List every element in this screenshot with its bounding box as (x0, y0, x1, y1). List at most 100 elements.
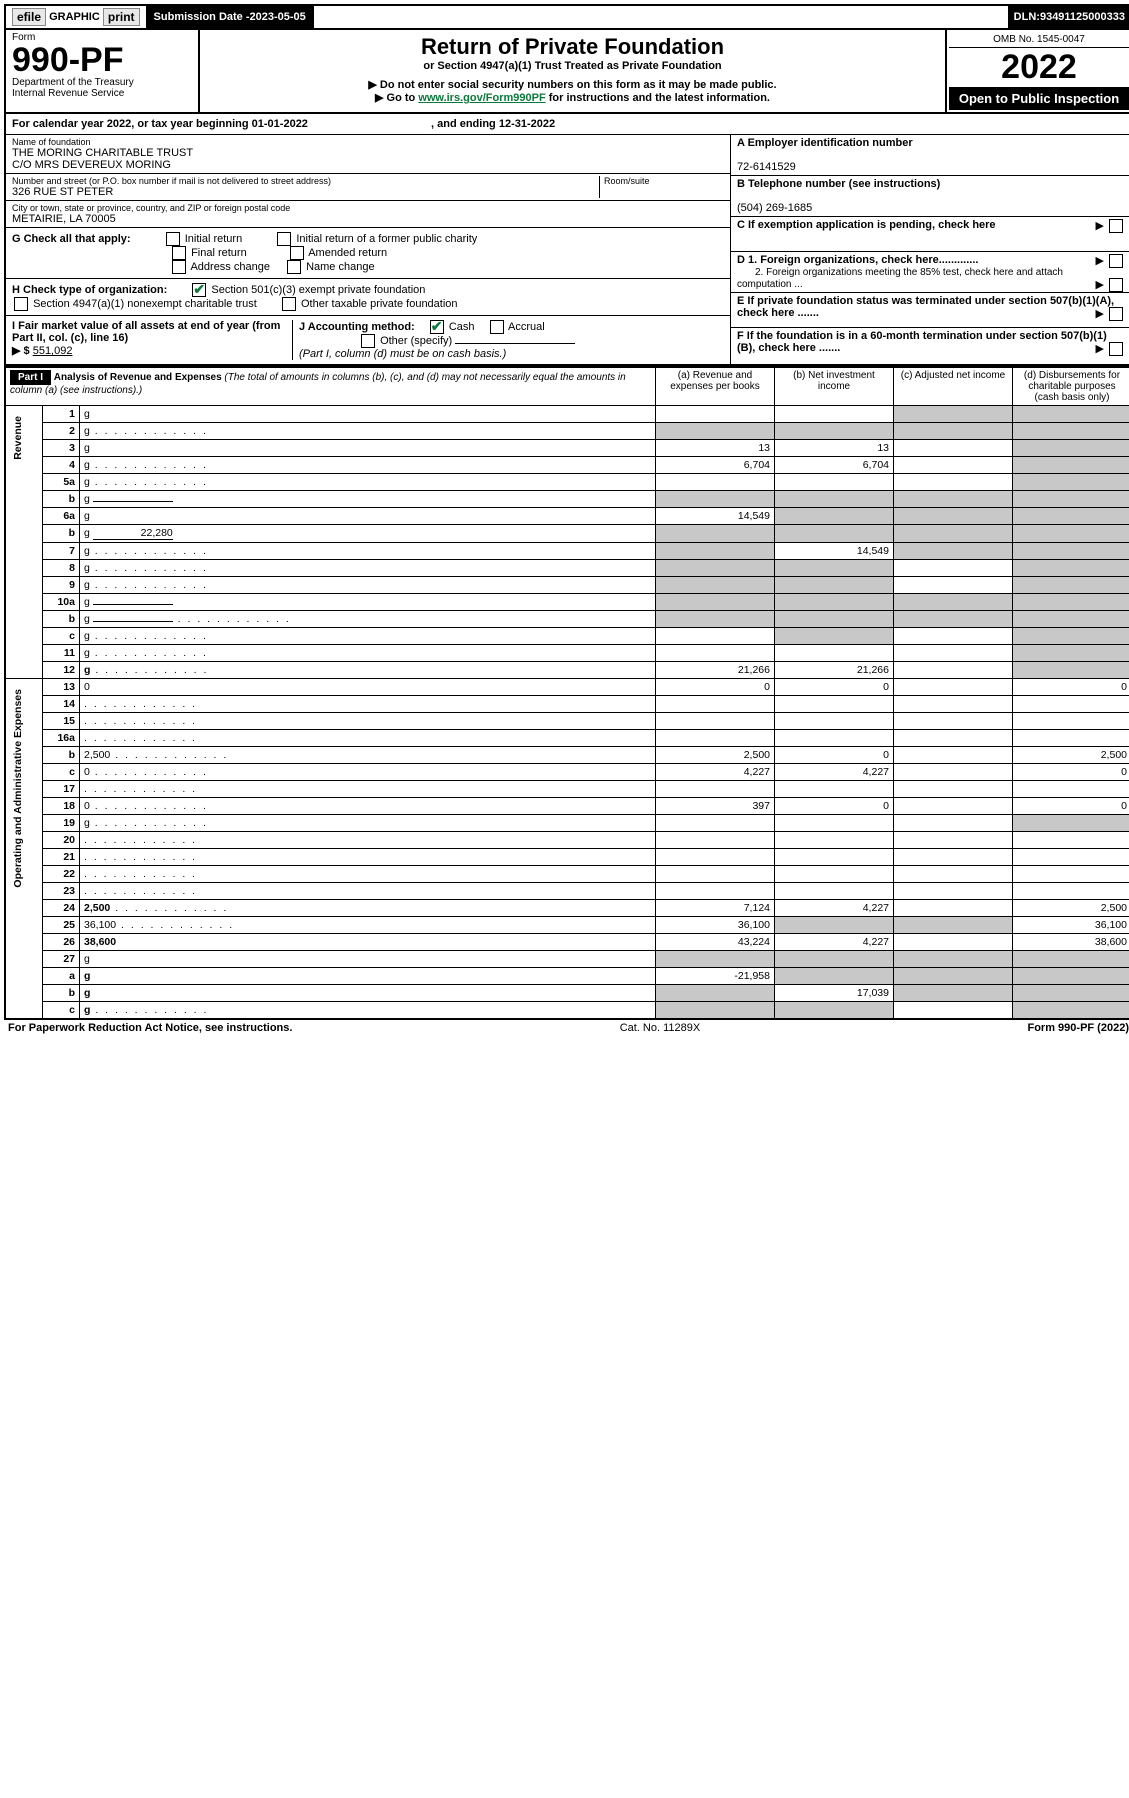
cell-d (1013, 457, 1129, 474)
addr-label: Number and street (or P.O. box number if… (12, 176, 599, 186)
table-row: 23 (5, 883, 1129, 900)
row-number: 10a (43, 594, 80, 611)
d1-label: D 1. Foreign organizations, check here..… (737, 254, 978, 266)
name-line-1: THE MORING CHARITABLE TRUST (12, 147, 724, 159)
omb-number: OMB No. 1545-0047 (949, 32, 1129, 48)
row-desc: g (80, 628, 656, 645)
row-number: 17 (43, 781, 80, 798)
checkbox-accrual[interactable] (490, 320, 504, 334)
cell-d (1013, 645, 1129, 662)
row-desc: g (80, 457, 656, 474)
cell-b (775, 628, 894, 645)
cell-d (1013, 611, 1129, 628)
row-number: 8 (43, 560, 80, 577)
h-label: H Check type of organization: (12, 284, 167, 296)
checkbox-name-change[interactable] (287, 260, 301, 274)
submission-date-cell: Submission Date - 2023-05-05 (148, 6, 314, 28)
col-d-header: (d) Disbursements for charitable purpose… (1013, 367, 1129, 406)
checkbox-final-return[interactable] (172, 246, 186, 260)
efile-button[interactable]: efile (12, 8, 46, 26)
cell-c (894, 832, 1013, 849)
cell-c (894, 713, 1013, 730)
g-opt-1: Initial return of a former public charit… (296, 233, 477, 245)
cell-c (894, 968, 1013, 985)
table-row: 16a (5, 730, 1129, 747)
row-desc: g (80, 951, 656, 968)
row-desc (80, 866, 656, 883)
cell-a: 7,124 (656, 900, 775, 917)
cell-d (1013, 491, 1129, 508)
ty-begin: 01-01-2022 (252, 118, 308, 130)
row-desc: g (80, 474, 656, 491)
table-row: bg (5, 611, 1129, 628)
checkbox-d2[interactable] (1109, 278, 1123, 292)
checkbox-4947[interactable] (14, 297, 28, 311)
checkbox-d1[interactable] (1109, 254, 1123, 268)
cell-b (775, 713, 894, 730)
header-center: Return of Private Foundation or Section … (200, 30, 945, 112)
row-number: 22 (43, 866, 80, 883)
j-cash: Cash (449, 321, 475, 333)
e-label: E If private foundation status was termi… (737, 295, 1114, 319)
cell-a: 0 (656, 679, 775, 696)
cell-b (775, 560, 894, 577)
cell-d: 0 (1013, 764, 1129, 781)
row-number: 12 (43, 662, 80, 679)
cell-a (656, 525, 775, 543)
cell-a (656, 730, 775, 747)
cell-b: 0 (775, 747, 894, 764)
checkbox-c[interactable] (1109, 219, 1123, 233)
cell-a (656, 543, 775, 560)
j-other: Other (specify) (380, 335, 452, 347)
name-label: Name of foundation (12, 137, 724, 147)
cell-a (656, 883, 775, 900)
g-opt-5: Name change (306, 261, 375, 273)
row-number: 23 (43, 883, 80, 900)
cell-c (894, 577, 1013, 594)
cell-d (1013, 560, 1129, 577)
row-desc: g (80, 560, 656, 577)
cell-a (656, 832, 775, 849)
ty-pre: For calendar year 2022, or tax year begi… (12, 118, 252, 130)
ty-end: 12-31-2022 (499, 118, 555, 130)
checkbox-initial-former[interactable] (277, 232, 291, 246)
cell-d: 2,500 (1013, 747, 1129, 764)
row-desc: 0 (80, 764, 656, 781)
form-link[interactable]: www.irs.gov/Form990PF (418, 92, 545, 104)
checkbox-other-taxable[interactable] (282, 297, 296, 311)
checkbox-amended[interactable] (290, 246, 304, 260)
checkbox-address-change[interactable] (172, 260, 186, 274)
cell-c (894, 560, 1013, 577)
cell-a (656, 985, 775, 1002)
checkbox-cash[interactable] (430, 320, 444, 334)
cell-b: 4,227 (775, 934, 894, 951)
c-label: C If exemption application is pending, c… (737, 219, 996, 231)
cell-a (656, 1002, 775, 1020)
f-cell: F If the foundation is in a 60-month ter… (731, 328, 1129, 362)
row-desc: g (80, 491, 656, 508)
cell-a: 6,704 (656, 457, 775, 474)
d2-label: 2. Foreign organizations meeting the 85%… (737, 267, 1063, 290)
row-number: 2 (43, 423, 80, 440)
i-value: 551,092 (33, 345, 73, 357)
g-opt-4: Address change (190, 261, 270, 273)
row-desc: g (80, 662, 656, 679)
row-desc: 2,500 (80, 900, 656, 917)
checkbox-f[interactable] (1109, 342, 1123, 356)
footer-row: For Paperwork Reduction Act Notice, see … (4, 1020, 1129, 1036)
cell-c (894, 628, 1013, 645)
efile-cell: efile GRAPHIC print (6, 6, 148, 28)
submission-label: Submission Date - (154, 11, 250, 23)
checkbox-initial-return[interactable] (166, 232, 180, 246)
table-row: 20 (5, 832, 1129, 849)
row-desc: g (80, 406, 656, 423)
cell-c (894, 883, 1013, 900)
row-desc: 0 (80, 798, 656, 815)
row-desc: g (80, 645, 656, 662)
table-row: 15 (5, 713, 1129, 730)
print-button[interactable]: print (103, 8, 140, 26)
checkbox-e[interactable] (1109, 307, 1123, 321)
part1-header-row: Part I Analysis of Revenue and Expenses … (5, 367, 1129, 406)
checkbox-other-method[interactable] (361, 334, 375, 348)
checkbox-501c3[interactable] (192, 283, 206, 297)
